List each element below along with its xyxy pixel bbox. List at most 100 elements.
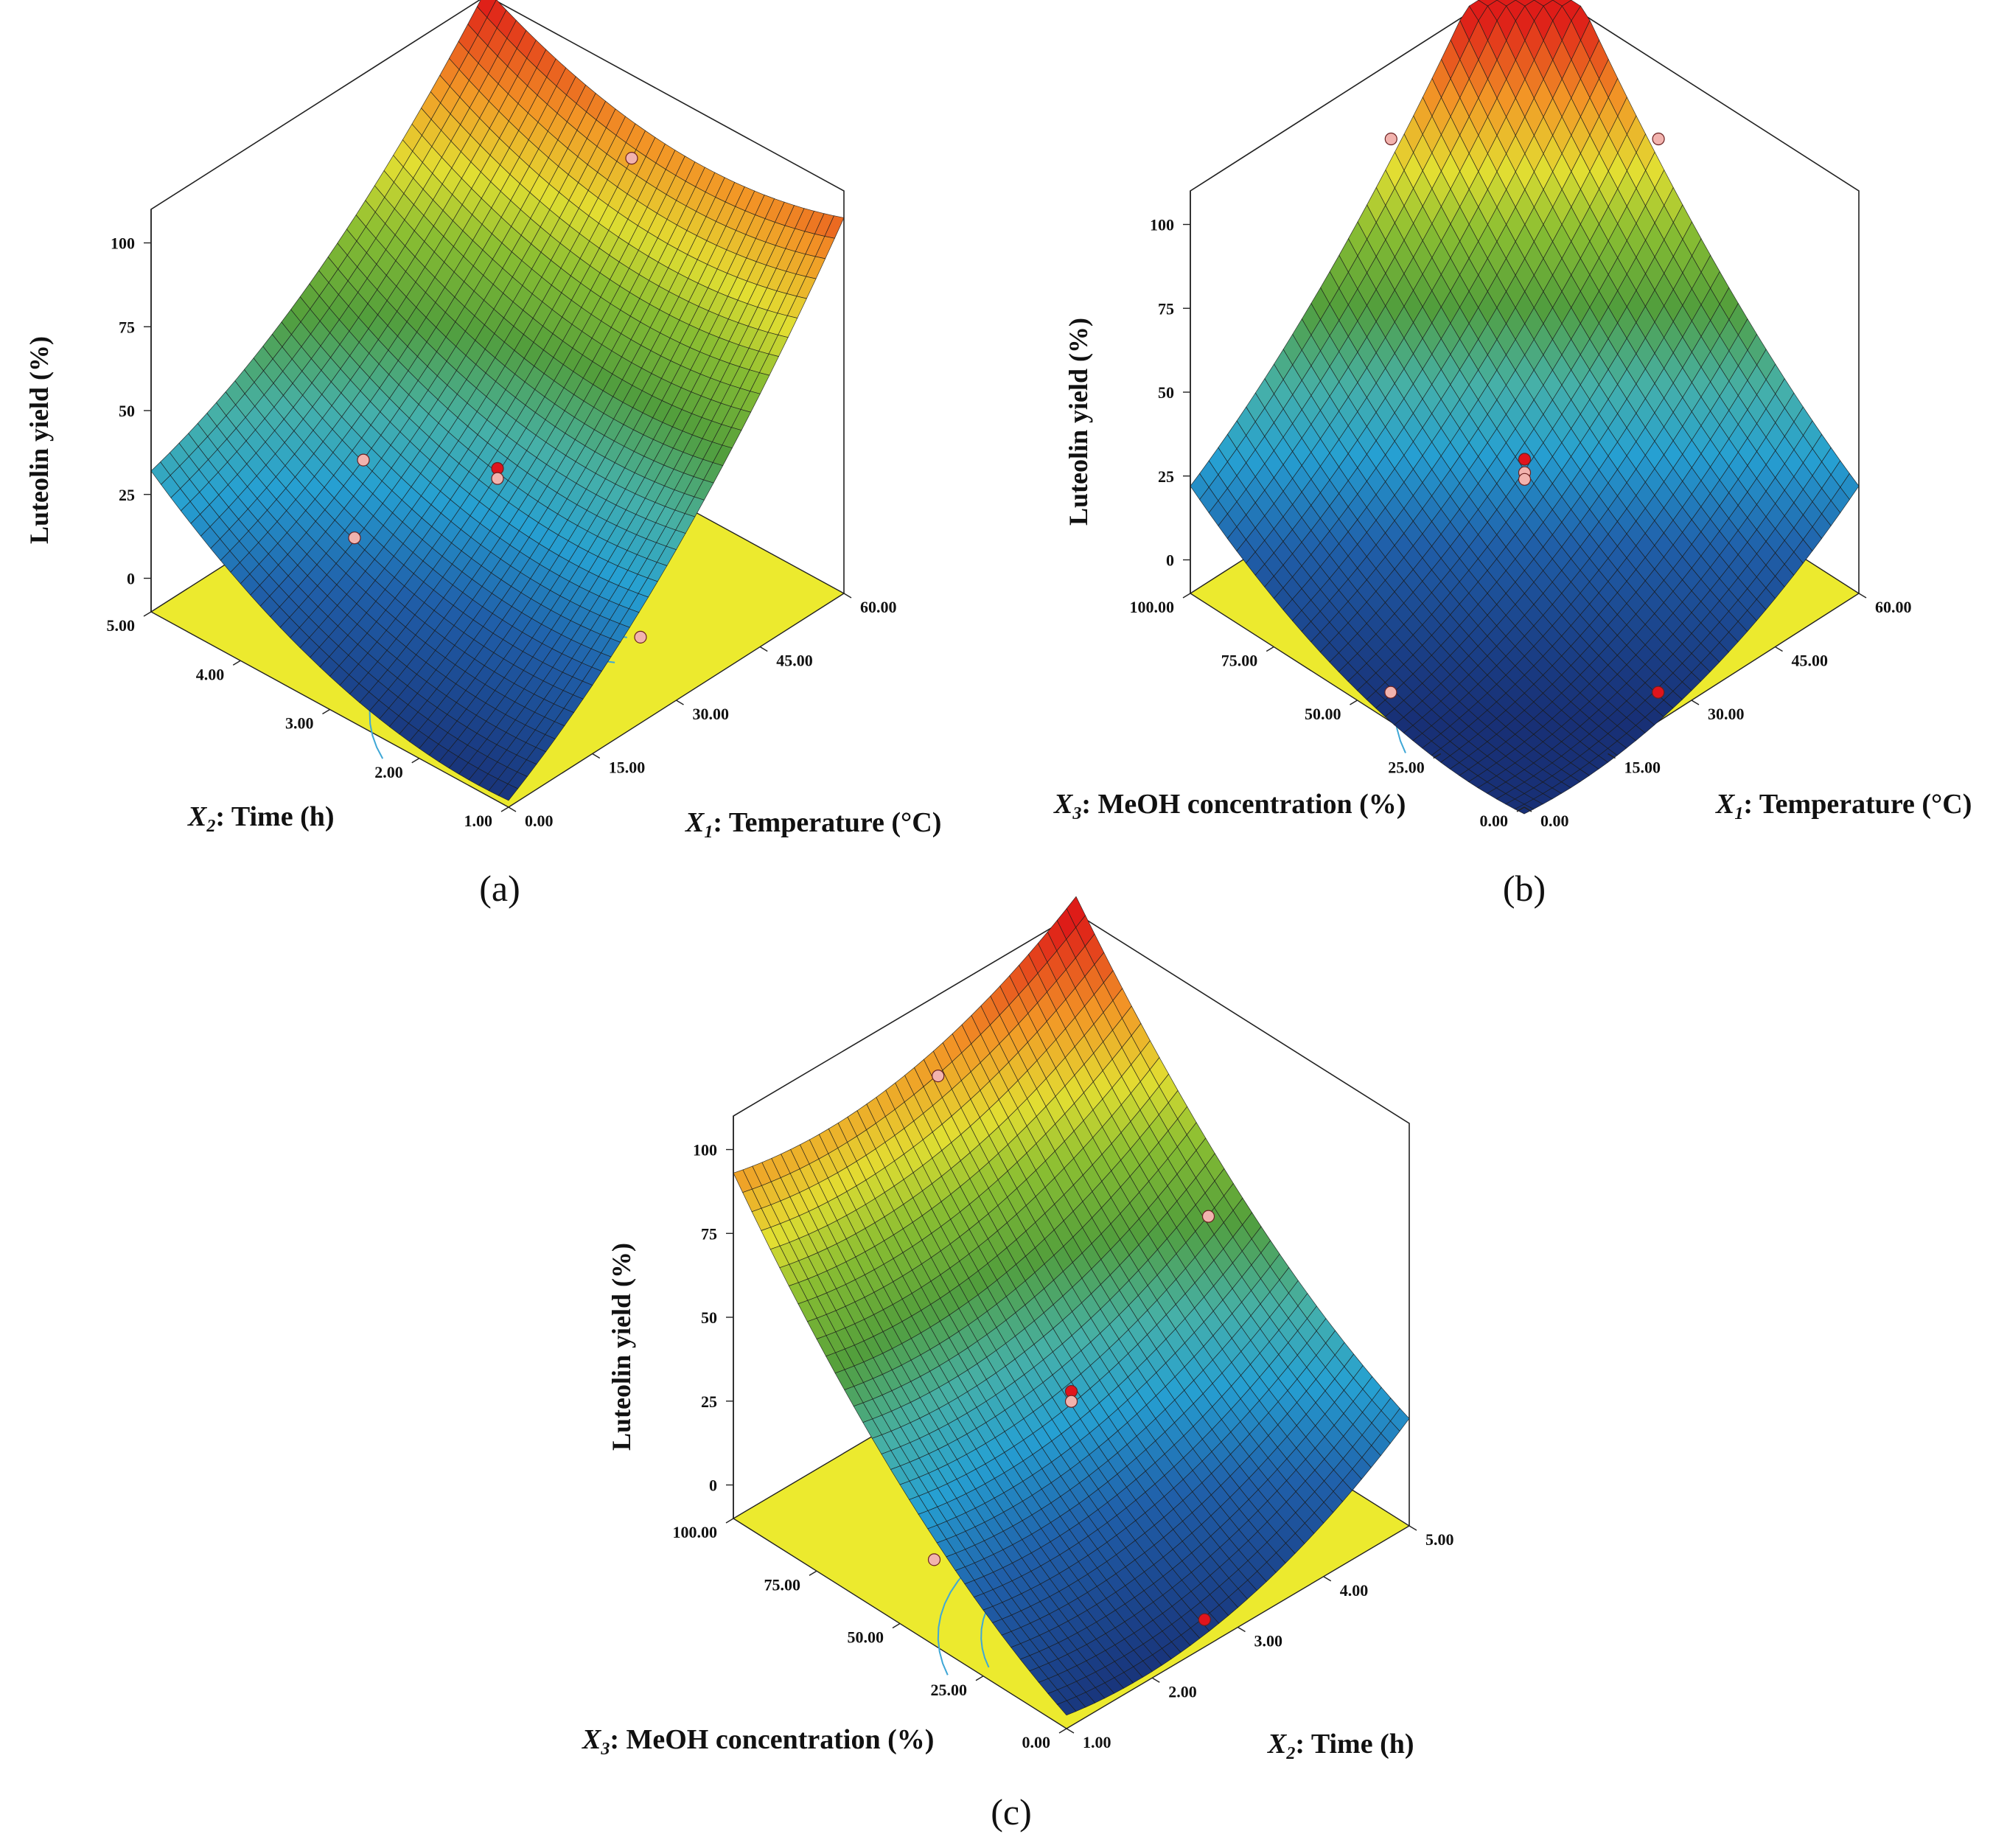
design-point-below [1652, 132, 1665, 146]
x-tick-mark [1775, 646, 1783, 652]
design-point-below [1384, 686, 1397, 699]
surface-plot-a: 0 25 50 75 100 Luteolin yield (%) 0.00 15.00 30.… [24, 0, 941, 909]
design-point-below [1384, 132, 1397, 146]
y-tick-label: 0.00 [1022, 1733, 1051, 1751]
design-point-below [932, 1069, 945, 1083]
y-tick-mark [975, 1676, 984, 1681]
y-tick-label: 50.00 [848, 1628, 884, 1647]
z-axis-title: Luteolin yield (%) [24, 336, 54, 544]
x-tick-label: 15.00 [1624, 759, 1661, 777]
z-tick-label: 75 [701, 1224, 717, 1243]
y-tick-mark [725, 1518, 734, 1524]
x-tick-mark [1409, 1525, 1417, 1531]
x-tick-label: 0.00 [525, 812, 554, 830]
panel-label: (b) [1503, 868, 1546, 909]
x-tick-mark [1691, 700, 1700, 705]
y-tick-mark [232, 660, 241, 666]
z-tick-label: 75 [1158, 299, 1174, 318]
response-surface [150, 0, 845, 801]
y-tick-label: 75.00 [1221, 652, 1258, 670]
z-tick-label: 100 [1150, 216, 1174, 234]
z-tick-label: 25 [1158, 467, 1174, 486]
x-tick-label: 0.00 [1540, 812, 1569, 830]
x-tick-label: 3.00 [1254, 1632, 1283, 1650]
y-tick-label: 1.00 [464, 812, 493, 830]
x-tick-label: 45.00 [776, 652, 813, 670]
y-tick-label: 100.00 [673, 1523, 718, 1541]
x-tick-label: 30.00 [693, 705, 730, 723]
design-point-above [1652, 686, 1665, 699]
y-tick-mark [1350, 700, 1358, 705]
design-point-below [634, 630, 647, 644]
y-tick-mark [1433, 753, 1442, 759]
x-axis-title: X2: Time (h) [1267, 1729, 1414, 1763]
y-tick-mark [500, 806, 509, 812]
x-axis-title: X1: Temperature (°C) [685, 807, 941, 842]
design-point-below [1064, 1395, 1078, 1408]
x-tick-label: 5.00 [1425, 1530, 1454, 1549]
z-tick-label: 0 [1166, 551, 1174, 570]
x-tick-label: 60.00 [1875, 598, 1912, 616]
y-tick-mark [809, 1570, 817, 1576]
surface-plot-b: 0 25 50 75 100 Luteolin yield (%) 0.00 15.00 30.… [1053, 0, 1972, 909]
response-surface [1190, 0, 1860, 815]
x-tick-label: 30.00 [1708, 705, 1745, 723]
y-tick-mark [1516, 806, 1525, 812]
x-tick-label: 60.00 [860, 598, 897, 616]
design-point-below [357, 453, 370, 467]
z-tick-label: 0 [127, 570, 135, 588]
y-tick-mark [1182, 593, 1191, 599]
z-tick-label: 50 [119, 402, 135, 420]
design-point-above [1198, 1613, 1211, 1626]
surface-cell [498, 784, 519, 801]
y-axis-title: X2: Time (h) [187, 801, 335, 836]
design-point-below [927, 1553, 941, 1566]
x-tick-label: 2.00 [1168, 1682, 1197, 1701]
z-tick-label: 25 [119, 486, 135, 504]
z-axis-title: Luteolin yield (%) [1064, 318, 1093, 526]
x-tick-mark [1323, 1576, 1332, 1582]
x-tick-label: 4.00 [1340, 1581, 1369, 1600]
x-tick-mark [508, 806, 517, 812]
y-tick-mark [322, 708, 330, 715]
z-axis-title: Luteolin yield (%) [607, 1243, 636, 1451]
y-tick-mark [411, 758, 420, 764]
design-point-below [1201, 1210, 1215, 1223]
panel-label: (a) [479, 868, 520, 909]
x-tick-mark [1238, 1626, 1246, 1633]
x-tick-mark [1608, 753, 1616, 759]
x-tick-mark [843, 593, 852, 599]
y-tick-label: 2.00 [374, 763, 403, 781]
x-tick-mark [676, 700, 684, 705]
design-point-above [1518, 453, 1532, 466]
z-tick-label: 25 [701, 1392, 717, 1411]
x-tick-mark [1523, 806, 1532, 812]
y-tick-mark [1266, 646, 1274, 652]
y-axis-title: X3: MeOH concentration (%) [582, 1724, 934, 1759]
z-tick-label: 100 [693, 1141, 717, 1160]
design-point-below [491, 472, 504, 485]
panel-label: (c) [991, 1791, 1032, 1833]
surface-plot-c: 0 25 50 75 100 Luteolin yield (%) 1.00 2.00 3.00… [582, 896, 1454, 1833]
design-point-below [625, 152, 638, 165]
design-point-below [348, 531, 361, 545]
x-tick-mark [759, 646, 768, 652]
z-tick-label: 0 [709, 1476, 717, 1495]
y-tick-mark [1058, 1728, 1067, 1734]
x-tick-label: 45.00 [1792, 652, 1829, 670]
design-point-below [1518, 473, 1532, 486]
y-tick-label: 4.00 [196, 665, 225, 683]
x-tick-label: 1.00 [1083, 1733, 1111, 1751]
x-tick-mark [1151, 1677, 1160, 1683]
z-tick-label: 75 [119, 318, 135, 336]
y-axis-title: X3: MeOH concentration (%) [1053, 789, 1406, 823]
y-tick-label: 5.00 [107, 616, 136, 635]
y-tick-label: 25.00 [931, 1681, 968, 1699]
response-surface [733, 896, 1410, 1716]
y-tick-label: 100.00 [1130, 598, 1175, 616]
y-tick-label: 25.00 [1388, 759, 1425, 777]
y-tick-mark [143, 611, 152, 617]
y-tick-label: 0.00 [1480, 812, 1509, 830]
x-tick-mark [1858, 593, 1867, 599]
